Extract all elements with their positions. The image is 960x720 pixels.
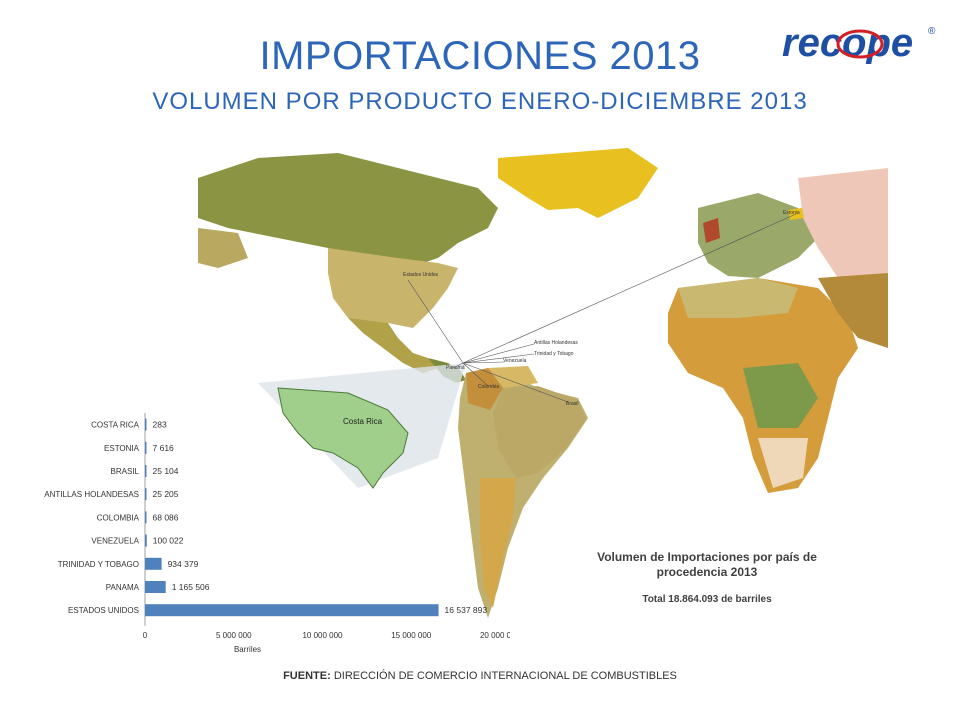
- map-greenland: [498, 148, 658, 218]
- import-volume-bar-chart: COSTA RICA 283 ESTONIA 7 616 BRASIL 25 104 ANT…: [44, 413, 510, 654]
- connector-panama: [452, 362, 464, 369]
- category-label: BRASIL: [111, 467, 140, 476]
- logo-text: recope: [782, 21, 913, 64]
- map-mexico: [348, 318, 438, 373]
- data-label: 25 205: [153, 489, 179, 499]
- x-tick-label: 15 000 000: [391, 631, 432, 640]
- x-tick-label: 5 000 000: [216, 631, 252, 640]
- map-uk: [703, 218, 720, 243]
- map-label-antillas: Antillas Holandesas: [534, 340, 578, 346]
- x-axis-label: Barriles: [234, 645, 261, 654]
- connector-venezuela: [462, 361, 505, 364]
- map-africa-south: [758, 438, 808, 488]
- map-venezuela: [488, 366, 538, 388]
- map-costa-rica-inset: [277, 387, 409, 489]
- bar: [145, 511, 147, 524]
- bar: [145, 418, 147, 431]
- bar: [145, 441, 147, 454]
- map-russia: [798, 168, 888, 288]
- logo-ring: [836, 29, 884, 59]
- connector-brasil: [462, 362, 569, 403]
- map-label-trinidad: Trinidad y Tobago: [534, 351, 574, 357]
- connector-estonia: [462, 213, 797, 364]
- bar: [145, 534, 147, 547]
- category-label: TRINIDAD Y TOBAGO: [58, 560, 139, 569]
- connector-usa: [407, 279, 464, 364]
- recope-logo: recope ®: [782, 21, 936, 64]
- map-label-colombia: Colombia: [478, 384, 499, 390]
- category-label: PANAMA: [106, 583, 140, 592]
- connector-antillas: [462, 343, 535, 364]
- info-total: Total 18.864.093 de barriles: [642, 594, 772, 605]
- category-label: COSTA RICA: [91, 421, 140, 430]
- connector-trinidad: [462, 353, 535, 364]
- bar: [145, 465, 147, 477]
- bar: [145, 488, 147, 501]
- data-label: 16 537 893: [445, 605, 488, 615]
- world-map: Costa Rica Estados Unidos Antillas Holan…: [198, 148, 888, 630]
- bar: [145, 604, 439, 617]
- map-label-estados-unidos: Estados Unidos: [403, 272, 439, 278]
- source-label: FUENTE:: [283, 670, 331, 682]
- data-label: 934 379: [168, 559, 199, 569]
- map-label-venezuela: Venezuela: [503, 358, 527, 364]
- bar: [145, 557, 162, 570]
- map-label-brasil: Brasil: [566, 401, 579, 407]
- map-label-panama: Panamá: [446, 365, 465, 371]
- category-label: ESTADOS UNIDOS: [68, 606, 139, 615]
- category-label: VENEZUELA: [91, 537, 139, 546]
- data-label: 283: [153, 420, 167, 430]
- bar: [145, 581, 166, 593]
- map-brazil: [493, 386, 586, 478]
- data-label: 7 616: [153, 443, 175, 453]
- x-tick-label: 20 000 000: [480, 631, 510, 640]
- page-subtitle: VOLUMEN POR PRODUCTO ENERO-DICIEMBRE 201…: [152, 88, 808, 115]
- map-africa-central: [743, 363, 818, 428]
- map-label-costa-rica: Costa Rica: [343, 417, 383, 426]
- map-canada: [198, 153, 498, 268]
- x-tick-label: 0: [143, 631, 148, 640]
- data-label: 68 086: [153, 512, 179, 522]
- map-label-estonia: Estonia: [783, 210, 800, 216]
- data-label: 25 104: [153, 466, 179, 476]
- source-note: FUENTE: DIRECCIÓN DE COMERCIO INTERNACIO…: [0, 670, 960, 682]
- map-alaska: [198, 228, 248, 268]
- data-label: 1 165 506: [172, 582, 210, 592]
- data-label: 100 022: [153, 536, 184, 546]
- map-europe: [698, 193, 818, 278]
- map-africa-north: [678, 278, 798, 318]
- map-colombia: [466, 368, 503, 410]
- info-heading: Volumen de Importaciones por país de pro…: [597, 550, 817, 579]
- category-label: ANTILLAS HOLANDESAS: [44, 490, 139, 499]
- category-label: COLOMBIA: [97, 513, 140, 522]
- info-box: Volumen de Importaciones por país de pro…: [592, 550, 822, 605]
- map-usa: [328, 248, 458, 328]
- connector-colombia: [462, 362, 489, 387]
- category-label: ESTONIA: [104, 444, 140, 453]
- map-middle-east: [818, 273, 888, 348]
- x-tick-label: 10 000 000: [302, 631, 343, 640]
- page-title: IMPORTACIONES 2013: [259, 34, 701, 78]
- source-text: DIRECCIÓN DE COMERCIO INTERNACIONAL DE C…: [333, 670, 677, 682]
- logo-registered-mark: ®: [928, 26, 936, 37]
- map-argentina: [480, 478, 516, 608]
